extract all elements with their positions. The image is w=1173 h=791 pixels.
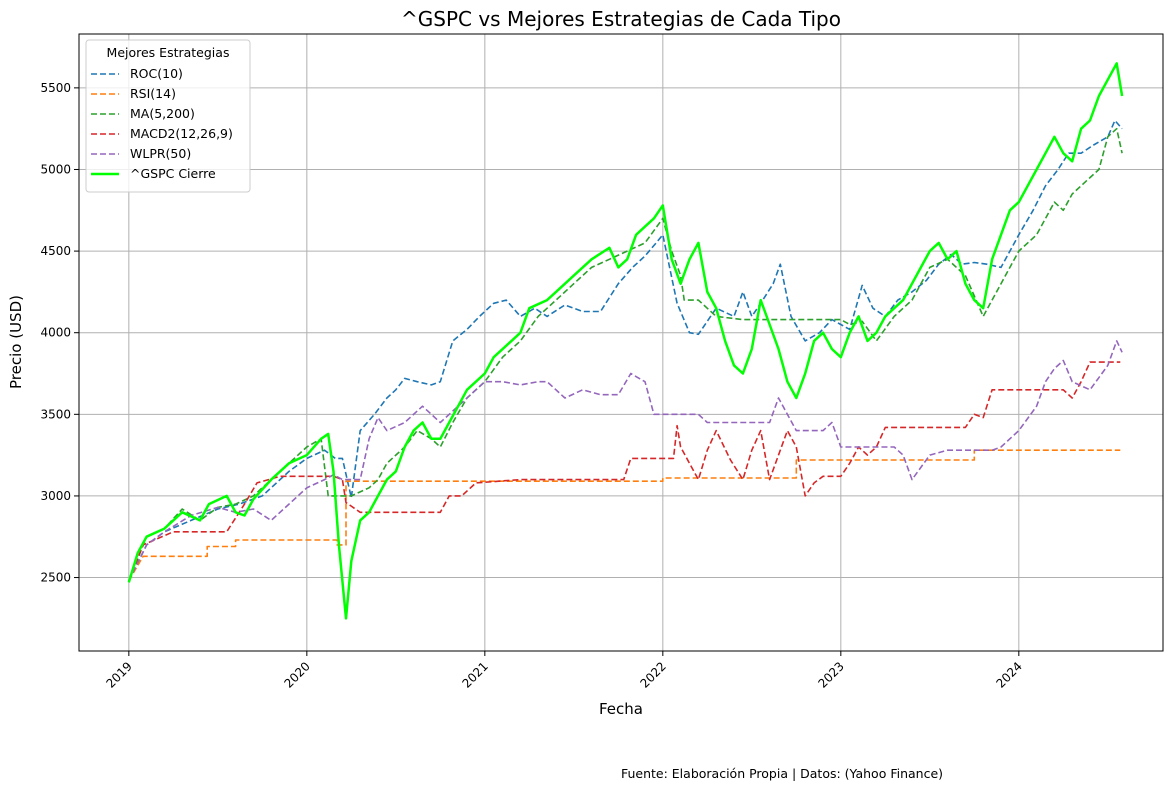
x-tick-label-5: 2024 (993, 659, 1024, 690)
series-line-roc-10 (128, 119, 1123, 582)
plot-frame (78, 33, 1164, 652)
x-axis-label: Fecha (599, 700, 643, 718)
legend-label-wlpr-50: WLPR(50) (130, 146, 191, 161)
legend-label-ma-5-200: MA(5,200) (130, 106, 195, 121)
series-line-macd2-12-26-9 (128, 361, 1121, 582)
legend-label-macd2-12-26-9: MACD2(12,26,9) (130, 126, 233, 141)
x-axis-ticks: 2019 2020 2021 2022 2023 2024 (103, 651, 1025, 691)
source-footer: Fuente: Elaboración Propia | Datos: (Yah… (621, 766, 943, 781)
y-tick-label-1: 3000 (40, 489, 71, 503)
y-tick-label-2: 3500 (40, 407, 71, 421)
x-tick-label-2: 2021 (459, 659, 490, 690)
y-tick-label-4: 4500 (40, 244, 71, 258)
legend-label-gspc-cierre: ^GSPC Cierre (130, 166, 216, 181)
y-tick-label-3: 4000 (40, 326, 71, 340)
x-tick-label-4: 2023 (815, 659, 846, 690)
y-axis-label: Precio (USD) (7, 295, 25, 389)
y-tick-label-6: 5500 (40, 81, 71, 95)
series-line-ma-5-200 (128, 127, 1123, 582)
legend-label-rsi-14: RSI(14) (130, 86, 176, 101)
series-layer (127, 62, 1124, 620)
legend-label-roc-10: ROC(10) (130, 66, 183, 81)
y-tick-label-5: 5000 (40, 162, 71, 176)
chart-title: ^GSPC vs Mejores Estrategias de Cada Tip… (401, 7, 841, 31)
x-tick-label-3: 2022 (637, 659, 668, 690)
legend-box (85, 39, 251, 193)
grid (79, 34, 1163, 651)
legend-items: ROC(10) RSI(14) MA(5,200) MACD2(12,26,9) WLP… (91, 66, 233, 181)
series-line-wlpr-50 (128, 340, 1123, 582)
x-tick-label-1: 2020 (281, 659, 312, 690)
y-axis-ticks: 2500 3000 3500 4000 4500 5000 5500 (40, 81, 79, 585)
y-tick-label-0: 2500 (40, 571, 71, 585)
series-line-rsi-14 (128, 449, 1121, 582)
legend-title: Mejores Estrategias (107, 45, 230, 60)
series-line-gspc-cierre (127, 62, 1124, 620)
legend: Mejores Estrategias ROC(10) RSI(14) MA(5,2… (85, 39, 251, 193)
x-tick-label-0: 2019 (103, 659, 134, 690)
